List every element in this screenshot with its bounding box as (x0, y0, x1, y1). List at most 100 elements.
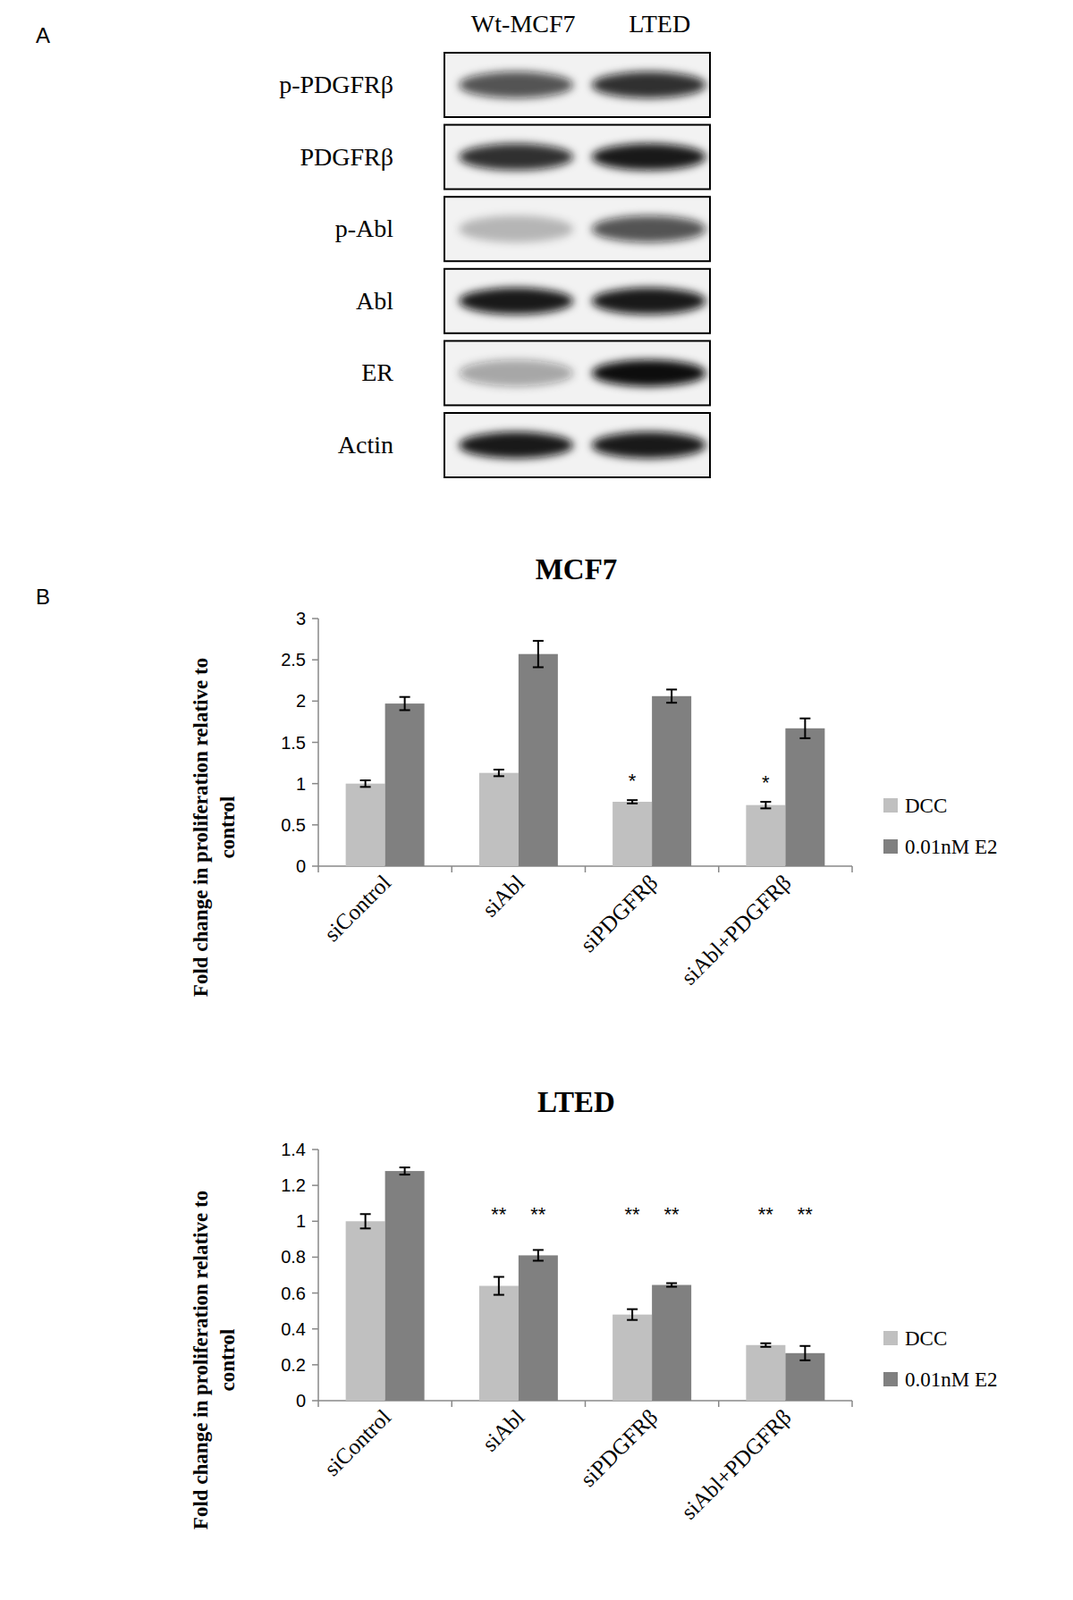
y-axis (317, 1149, 320, 1402)
error-bar (760, 802, 771, 809)
y-axis-label-line: Fold change in proliferation relative to (189, 658, 212, 997)
x-tick-label: siControl (319, 1404, 396, 1481)
blot-frame (444, 269, 710, 334)
blot-band (458, 143, 574, 171)
error-bar (399, 697, 411, 711)
blot-strip (444, 340, 710, 406)
error-bar-stem (404, 1167, 406, 1175)
error-bar-cap (532, 640, 544, 643)
y-tick (312, 783, 319, 786)
error-bar (532, 1250, 544, 1261)
error-bar-cap (666, 1286, 677, 1289)
significance-label: ** (625, 1203, 642, 1226)
error-bar (666, 1284, 677, 1288)
y-tick (312, 742, 319, 744)
error-bar-cap (399, 696, 411, 699)
x-tick-label: siAbl (477, 870, 529, 921)
error-bar-cap (760, 801, 771, 803)
significance-label: ** (758, 1203, 775, 1226)
x-tick (451, 1401, 454, 1408)
bar (346, 784, 386, 867)
error-bar (799, 1346, 811, 1361)
error-bar-cap (760, 1343, 771, 1345)
bar (785, 728, 825, 867)
bar (518, 1255, 558, 1402)
blot-frame (444, 413, 710, 478)
x-tick (718, 866, 720, 873)
bar (745, 805, 786, 867)
x-tick-label: siPDGFRβ (575, 870, 663, 957)
y-tick-label: 1 (295, 1211, 306, 1232)
panel-label: A (35, 23, 51, 48)
x-tick (851, 1401, 854, 1408)
plot-area (346, 654, 826, 867)
y-tick (312, 1400, 319, 1403)
significance-label: ** (530, 1203, 547, 1226)
y-tick (312, 824, 319, 827)
blot-band (591, 71, 707, 99)
y-tick (312, 1328, 319, 1331)
significance-label: * (761, 771, 770, 795)
x-tick-label: siAbl+PDGFRβ (676, 1404, 796, 1524)
bar (385, 703, 425, 867)
error-bar-cap (626, 1309, 638, 1311)
legend-swatch (883, 798, 898, 813)
y-axis (317, 618, 320, 867)
error-bar-cap (666, 1283, 677, 1285)
error-bar (626, 1309, 638, 1321)
blot-row-label: Abl (355, 287, 394, 315)
significance-label: ** (664, 1203, 681, 1226)
y-tick-label: 1.5 (280, 733, 306, 753)
bar (785, 1353, 825, 1402)
error-bar-cap (532, 1249, 544, 1251)
y-tick (312, 1364, 319, 1367)
y-tick (312, 1292, 319, 1295)
y-tick-label: 0 (295, 1391, 306, 1411)
y-tick (312, 865, 319, 868)
blot-background (444, 340, 710, 406)
x-tick-label: siPDGFRβ (575, 1404, 663, 1492)
error-bar-stem (364, 780, 367, 787)
error-bar-cap (532, 666, 544, 668)
error-bar (493, 769, 505, 777)
error-bar-cap (799, 1345, 811, 1348)
bar (612, 1315, 652, 1402)
error-bar-stem (764, 802, 767, 809)
y-tick-label: 0.2 (280, 1355, 306, 1376)
error-bar (760, 1343, 771, 1348)
bar (385, 1171, 425, 1402)
panel-label: B (35, 584, 51, 609)
blot-background (444, 269, 710, 334)
significance-label: ** (797, 1203, 814, 1226)
blot-band (458, 215, 574, 243)
bar (745, 1345, 786, 1402)
error-bar-cap (760, 1346, 771, 1349)
legend-label: 0.01nM E2 (904, 1368, 998, 1392)
x-tick-label: siAbl+PDGFRβ (676, 870, 796, 989)
y-tick-label: 0 (295, 856, 306, 877)
error-bar-stem (498, 769, 500, 777)
error-bar (666, 689, 677, 703)
significance-label: ** (490, 1203, 507, 1226)
y-tick-label: 0.4 (280, 1319, 306, 1340)
blot-band (591, 215, 707, 243)
legend-swatch (883, 839, 898, 854)
error-bar-cap (493, 768, 505, 771)
blot-band (458, 359, 574, 387)
y-axis-label-line: control (216, 796, 239, 860)
y-tick-label: 0.8 (280, 1247, 306, 1268)
error-bar-cap (799, 718, 811, 720)
blot-strip (444, 413, 710, 478)
error-bar (532, 641, 544, 668)
y-tick (312, 701, 319, 703)
x-tick (584, 866, 587, 873)
error-bar (360, 780, 372, 787)
error-bar-cap (399, 1166, 411, 1169)
blot-frame (444, 52, 710, 118)
error-bar-cap (493, 1294, 505, 1297)
error-bar (399, 1167, 411, 1175)
error-bar-cap (760, 807, 771, 810)
blot-strip (444, 52, 710, 118)
legend-label: DCC (904, 1327, 947, 1351)
y-tick-label: 1 (295, 774, 306, 795)
